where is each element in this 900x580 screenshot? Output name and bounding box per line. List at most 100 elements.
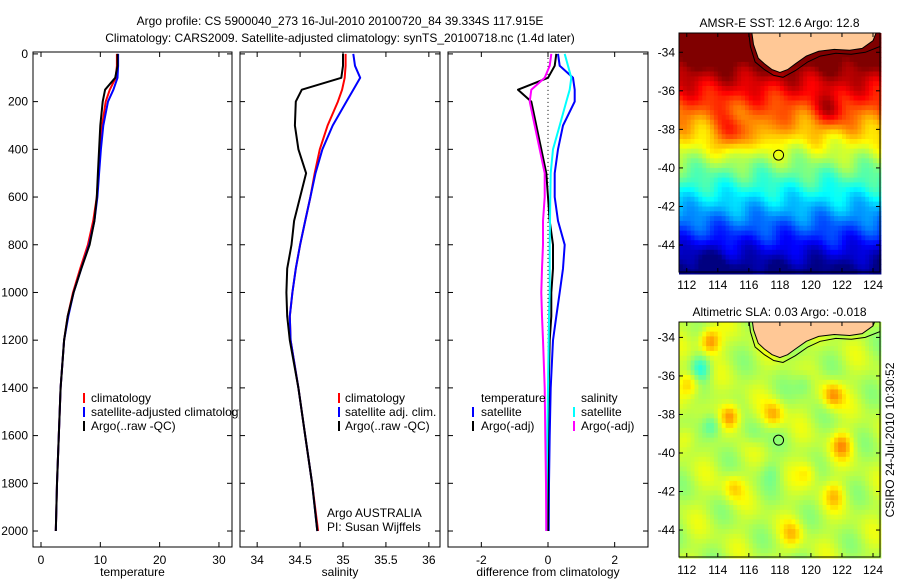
sst-cell <box>830 163 835 169</box>
sla-cell <box>803 495 808 501</box>
sla-cell <box>760 524 765 530</box>
sla-cell <box>710 538 715 545</box>
sla-cell <box>830 375 835 381</box>
sst-cell <box>760 245 765 251</box>
sst-cell <box>698 134 703 140</box>
sla-cell <box>787 533 793 540</box>
sla-cell <box>702 529 707 535</box>
sla-cell <box>679 418 684 424</box>
sst-cell <box>760 211 765 217</box>
sst-cell <box>822 124 828 130</box>
sst-cell <box>869 81 874 87</box>
sla-cell <box>682 519 688 525</box>
sst-cell <box>803 182 808 188</box>
sst-cell <box>717 192 723 198</box>
sst-cell <box>776 249 781 256</box>
sst-cell <box>721 143 727 150</box>
sla-cell <box>698 519 703 525</box>
sla-cell <box>772 533 777 540</box>
sla-cell <box>799 375 804 381</box>
sst-cell <box>741 216 746 222</box>
sst-cell <box>838 86 843 92</box>
sst-cell <box>717 66 723 73</box>
sla-cell <box>799 379 804 386</box>
sst-cell <box>783 259 789 265</box>
sla-cell <box>741 442 746 448</box>
sst-cell <box>795 129 800 135</box>
sla-cell <box>682 322 688 328</box>
sst-cell <box>745 105 750 111</box>
sst-cell <box>698 76 703 82</box>
sst-cell <box>845 254 851 261</box>
sla-cell <box>787 548 793 554</box>
sst-cell <box>725 143 731 150</box>
sla-cell <box>779 365 785 371</box>
sla-cell <box>795 452 800 458</box>
sla-cell <box>713 389 719 395</box>
sla-cell <box>842 456 847 463</box>
sst-cell <box>729 220 734 227</box>
sla-cell <box>721 408 727 415</box>
sla-cell <box>710 490 715 496</box>
sst-cell <box>869 216 874 222</box>
sst-cell <box>787 114 793 121</box>
sst-cell <box>725 52 731 58</box>
sst-cell <box>783 163 789 169</box>
sst-cell <box>873 259 878 265</box>
sst-cell <box>772 148 777 154</box>
sla-cell <box>737 360 742 366</box>
sst-cell <box>853 76 859 82</box>
sst-cell <box>842 134 847 140</box>
sst-cell <box>853 57 859 63</box>
sla-cell <box>694 413 699 419</box>
sst-cell <box>706 42 711 48</box>
sst-cell <box>764 119 769 126</box>
sst-cell <box>756 230 762 236</box>
sla-cell <box>717 322 723 328</box>
sla-cell <box>845 548 851 554</box>
sla-cell <box>814 350 820 357</box>
sst-cell <box>686 249 692 256</box>
sst-cell <box>710 61 715 68</box>
sst-cell <box>787 110 793 116</box>
sst-cell <box>713 42 719 48</box>
sla-cell <box>807 413 812 419</box>
sst-cell <box>710 153 715 159</box>
sst-cell <box>818 201 824 207</box>
sla-cell <box>721 403 727 410</box>
sla-cell <box>745 350 750 357</box>
sla-cell <box>787 379 793 386</box>
sst-cell <box>733 196 738 203</box>
sst-cell <box>748 163 754 169</box>
sst-cell <box>772 230 777 236</box>
sla-cell <box>698 370 703 376</box>
sst-cell <box>764 187 769 193</box>
sst-cell <box>745 225 750 232</box>
sla-cell <box>729 485 734 492</box>
sla-cell <box>694 365 699 371</box>
sst-cell <box>741 143 746 150</box>
sla-cell <box>776 394 781 400</box>
sla-cell <box>803 427 808 434</box>
sla-cell <box>842 505 847 511</box>
sla-cell <box>830 437 835 443</box>
sla-cell <box>814 553 820 559</box>
sst-cell <box>737 225 742 232</box>
sla-cell <box>830 427 835 434</box>
sla-cell <box>717 326 723 333</box>
sla-cell <box>679 461 684 468</box>
sst-cell <box>822 153 828 159</box>
sst-cell <box>760 153 765 159</box>
sla-cell <box>779 394 785 400</box>
sst-cell <box>776 153 781 159</box>
sst-cell <box>717 230 723 236</box>
sst-cell <box>702 114 707 121</box>
sla-cell <box>818 355 824 362</box>
sla-cell <box>791 427 796 434</box>
sst-cell <box>861 206 866 212</box>
sst-cell <box>686 105 692 111</box>
sst-cell <box>710 259 715 265</box>
sst-cell <box>679 47 684 53</box>
sst-cell <box>706 76 711 82</box>
sst-cell <box>779 119 785 126</box>
